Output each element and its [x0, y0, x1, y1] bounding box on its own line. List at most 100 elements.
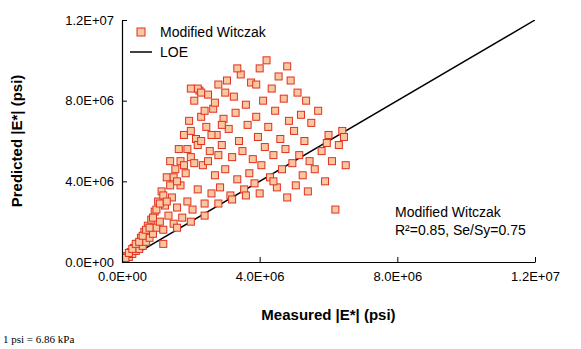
point	[180, 162, 187, 169]
plot: 0.0E+004.0E+068.0E+061.2E+070.0E+004.0E+…	[65, 13, 560, 285]
point	[146, 224, 153, 231]
point	[279, 166, 286, 173]
point	[296, 152, 303, 159]
point	[218, 142, 225, 149]
point	[225, 125, 232, 132]
point	[156, 200, 163, 207]
point	[222, 166, 229, 173]
point	[198, 89, 205, 96]
point	[270, 178, 277, 185]
tick: 1.2E+07	[511, 257, 560, 284]
point	[292, 182, 299, 189]
point	[234, 176, 241, 183]
annotation: Modified Witczak	[395, 204, 502, 220]
point	[156, 218, 163, 225]
point	[222, 89, 229, 96]
point	[294, 89, 301, 96]
point	[263, 57, 270, 64]
point	[322, 178, 329, 185]
point	[184, 146, 191, 153]
point	[282, 146, 289, 153]
point	[184, 198, 191, 205]
point	[253, 81, 260, 88]
tick: 4.0E+06	[65, 174, 127, 189]
point	[285, 117, 292, 124]
point	[187, 127, 194, 134]
point	[174, 204, 181, 211]
tick: 8.0E+06	[65, 93, 127, 108]
point	[242, 192, 249, 199]
tick-mark	[122, 262, 127, 263]
point	[270, 152, 277, 159]
tick-label: 1.2E+07	[65, 13, 114, 28]
point	[205, 158, 212, 165]
tick-mark	[260, 257, 261, 262]
annotation: R²=0.85, Se/Sy=0.75	[395, 222, 526, 238]
point	[261, 144, 268, 151]
tick: 1.2E+07	[65, 13, 127, 28]
point	[215, 200, 222, 207]
point	[215, 81, 222, 88]
point	[201, 107, 208, 114]
axis-line	[123, 262, 536, 263]
point	[297, 111, 304, 118]
point	[211, 172, 218, 179]
point	[198, 138, 205, 145]
point	[160, 240, 167, 247]
tick: 0.0E+00	[65, 255, 127, 270]
point	[229, 154, 236, 161]
legend-swatch	[137, 28, 145, 36]
point	[342, 162, 349, 169]
point	[172, 166, 179, 173]
point	[208, 190, 215, 197]
point	[323, 140, 330, 147]
point	[163, 198, 170, 205]
point	[189, 206, 196, 213]
point	[223, 77, 230, 84]
legend-label: Modified Witczak	[160, 24, 267, 40]
point	[318, 148, 325, 155]
point	[201, 200, 208, 207]
point	[268, 85, 275, 92]
tick-label: 8.0E+06	[373, 269, 422, 284]
point	[265, 123, 272, 130]
point	[280, 95, 287, 102]
point	[335, 142, 342, 149]
point	[258, 162, 265, 169]
point	[272, 107, 279, 114]
point	[249, 156, 256, 163]
point	[163, 174, 170, 181]
point	[191, 160, 198, 167]
point	[244, 121, 251, 128]
point	[167, 182, 174, 189]
point	[239, 148, 246, 155]
point	[253, 113, 260, 120]
point	[284, 194, 291, 201]
point	[175, 146, 182, 153]
chart: 0.0E+004.0E+068.0E+061.2E+070.0E+004.0E+…	[0, 0, 581, 349]
point	[277, 135, 284, 142]
line	[122, 20, 535, 262]
point	[191, 97, 198, 104]
point	[174, 224, 181, 231]
point	[308, 119, 315, 126]
point	[254, 133, 261, 140]
y-axis-title: Predicted |E*| (psi)	[8, 75, 25, 208]
point	[186, 117, 193, 124]
point	[234, 65, 241, 72]
point	[149, 214, 156, 221]
point	[304, 188, 311, 195]
point	[180, 131, 187, 138]
point	[301, 138, 308, 145]
point	[246, 170, 253, 177]
point	[315, 107, 322, 114]
point	[242, 101, 249, 108]
point	[287, 77, 294, 84]
point	[217, 184, 224, 191]
axis-line	[122, 21, 123, 263]
point	[179, 214, 186, 221]
point	[187, 85, 194, 92]
tick-mark	[122, 181, 127, 182]
point	[208, 131, 215, 138]
tick-mark	[122, 101, 127, 102]
